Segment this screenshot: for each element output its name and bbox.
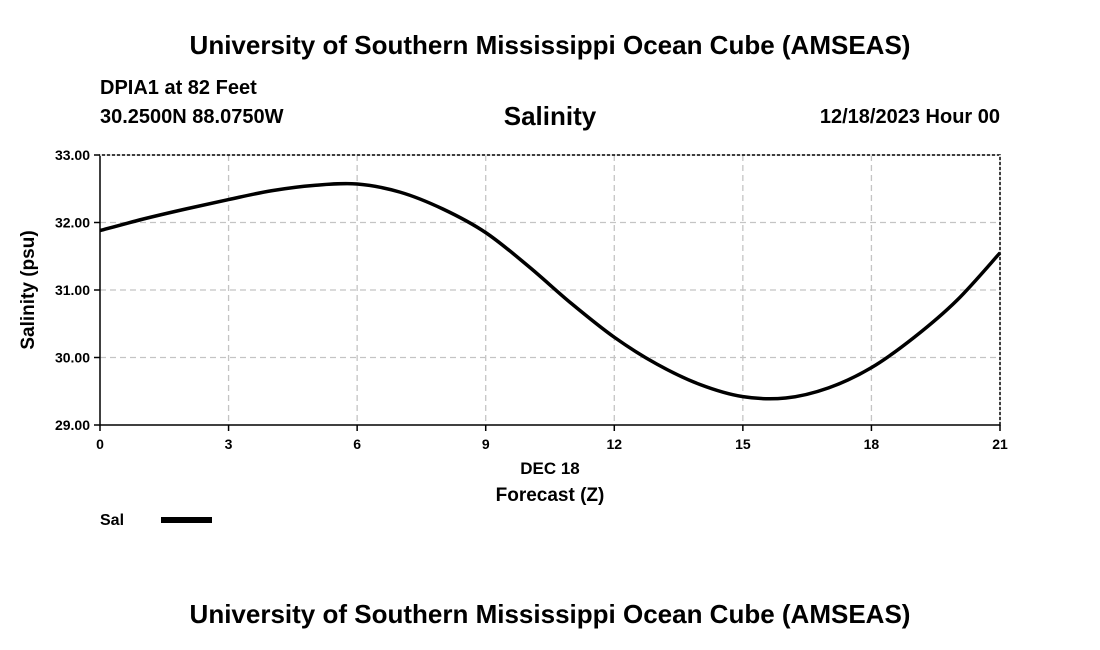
x-tick-label: 15 [735, 436, 751, 452]
x-tick-label: 21 [992, 436, 1008, 452]
chart-title: Salinity [503, 101, 597, 131]
x-tick-label: 6 [353, 436, 361, 452]
y-tick-label: 33.00 [55, 147, 90, 163]
x-tick-label: 0 [96, 436, 104, 452]
y-tick-label: 29.00 [55, 417, 90, 433]
x-tick-label: 9 [482, 436, 490, 452]
salinity-series-line [99, 181, 1002, 401]
y-axis-label: Salinity (psu) [18, 230, 39, 349]
x-tick-label: 12 [606, 436, 622, 452]
y-tick-label: 32.00 [55, 215, 90, 231]
x-tick-label: 18 [864, 436, 880, 452]
y-tick-label: 31.00 [55, 282, 90, 298]
chart-header-title: University of Southern Mississippi Ocean… [189, 30, 911, 60]
station-label: DPIA1 at 82 Feet [100, 77, 257, 99]
chart-footer-title: University of Southern Mississippi Ocean… [189, 599, 911, 629]
tick-labels: 0 3 6 9 12 15 18 21 29.00 30.00 31.00 32.00 33.00 [55, 147, 1008, 452]
date-label: DEC 18 [520, 459, 580, 478]
forecast-datetime: 12/18/2023 Hour 00 [819, 106, 1000, 128]
grid [100, 155, 1000, 425]
y-tick-label: 30.00 [55, 350, 90, 366]
legend-label: Sal [100, 512, 124, 529]
coordinates-label: 30.2500N 88.0750W [100, 106, 284, 128]
axis-ticks [94, 154, 1001, 431]
x-tick-label: 3 [225, 436, 233, 452]
x-axis-label: Forecast (Z) [496, 485, 605, 506]
